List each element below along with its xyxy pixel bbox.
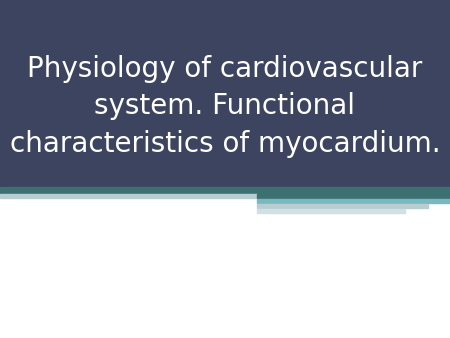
Bar <box>0 187 450 193</box>
Bar <box>256 199 450 203</box>
Bar <box>0 194 256 198</box>
Bar <box>256 209 405 213</box>
Text: Physiology of cardiovascular
system. Functional
characteristics of myocardium.: Physiology of cardiovascular system. Fun… <box>10 54 440 159</box>
Bar <box>256 204 428 208</box>
Bar <box>256 194 450 198</box>
Bar <box>0 0 450 193</box>
